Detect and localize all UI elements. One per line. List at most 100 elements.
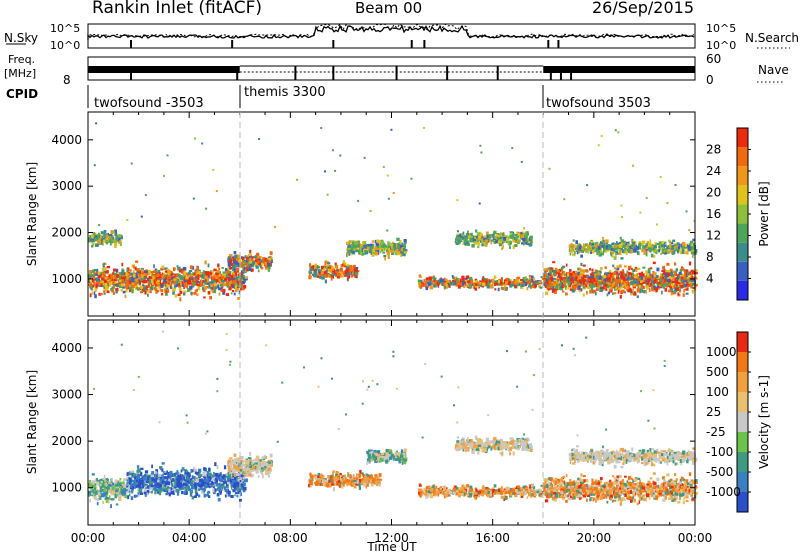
power-echo-cell <box>88 277 90 282</box>
power-echo-cell <box>91 277 95 280</box>
power-colorbar-label: 8 <box>706 250 714 264</box>
power-echo-cell <box>103 267 107 271</box>
power-echo-cell <box>688 229 691 232</box>
power-echo-cell <box>597 272 600 276</box>
power-echo-cell <box>640 280 643 283</box>
power-echo-cell <box>591 283 594 286</box>
power-echo-cell <box>147 281 150 285</box>
power-echo-cell <box>224 277 227 281</box>
power-echo-cell <box>321 265 324 270</box>
power-echo-cell <box>395 248 399 252</box>
power-echo-cell <box>617 276 620 280</box>
power-echo-cell <box>626 276 630 279</box>
power-echo-cell <box>634 274 638 277</box>
power-echo-cell <box>457 283 462 287</box>
power-echo-cell <box>658 281 662 285</box>
power-echo-cell <box>623 249 626 254</box>
power-echo-cell <box>662 241 664 245</box>
power-echo-cell <box>670 274 674 278</box>
power-echo-cell <box>640 276 644 280</box>
power-echo-cell <box>649 277 651 281</box>
power-echo-cell <box>93 268 98 271</box>
power-echo-cell <box>142 271 145 275</box>
power-echo-cell <box>390 249 394 253</box>
power-echo-cell <box>112 276 115 279</box>
power-echo-cell <box>166 154 169 157</box>
velocity-echo-cell <box>91 480 96 484</box>
velocity-echo-cell <box>96 481 100 486</box>
power-echo-cell <box>203 271 207 275</box>
power-echo-cell <box>173 284 178 288</box>
velocity-echo-cell <box>107 486 110 490</box>
power-echo-cell <box>479 282 483 286</box>
power-echo-cell <box>562 265 566 268</box>
power-echo-cell <box>234 261 238 265</box>
power-echo-cell <box>328 264 331 267</box>
power-echo-cell <box>620 280 623 283</box>
power-echo-cell <box>191 272 194 275</box>
velocity-echo-cell <box>99 484 104 488</box>
power-echo-cell <box>179 277 183 281</box>
power-echo-cell <box>207 291 211 295</box>
velocity-echo-cell <box>96 498 100 501</box>
power-echo-cell <box>620 286 624 289</box>
power-echo-cell <box>212 286 215 289</box>
power-echo-cell <box>152 278 156 283</box>
power-echo-cell <box>689 274 692 278</box>
velocity-echo-cell <box>173 472 177 476</box>
power-echo-cell <box>247 257 250 261</box>
power-echo-cell <box>646 241 649 244</box>
power-echo-cell <box>346 268 350 273</box>
power-echo-cell <box>189 273 194 277</box>
power-echo-cell <box>669 286 673 289</box>
power-echo-cell <box>97 232 100 236</box>
velocity-echo-cell <box>112 488 115 493</box>
power-echo-cell <box>392 192 395 194</box>
power-echo-cell <box>395 244 398 248</box>
power-echo-cell <box>577 285 581 288</box>
power-echo-cell <box>636 273 639 276</box>
power-echo-cell <box>130 287 134 291</box>
velocity-echo-cell <box>185 490 188 495</box>
power-echo-cell <box>545 275 549 279</box>
power-echo-cell <box>107 236 111 239</box>
power-echo-cell <box>88 239 91 243</box>
power-echo-cell <box>186 283 189 287</box>
power-echo-cell <box>579 267 582 271</box>
freq-strip: Freq. [MHz] 8 60 0 Nave <box>4 52 789 87</box>
power-echo-cell <box>237 297 241 300</box>
power-echo-cell <box>167 273 170 277</box>
power-echo-cell <box>687 277 692 280</box>
power-echo-cell <box>189 276 193 279</box>
velocity-echo-cell <box>108 486 112 491</box>
power-echo-cell <box>93 164 96 167</box>
power-echo-cell <box>429 280 432 283</box>
power-echo-cell <box>228 273 231 276</box>
velocity-echo-cell <box>122 487 126 492</box>
power-echo-cell <box>342 263 344 267</box>
power-echo-cell <box>319 269 322 274</box>
power-echo-cell <box>233 251 237 255</box>
velocity-echo-cell <box>88 492 91 496</box>
power-echo-cell <box>673 291 677 295</box>
power-echo-cell <box>505 281 508 285</box>
power-echo-cell <box>582 281 585 285</box>
power-echo-cell <box>679 250 683 255</box>
power-echo-cell <box>180 276 185 280</box>
power-echo-cell <box>91 244 94 248</box>
power-echo-cell <box>664 278 666 282</box>
power-echo-cell <box>91 284 95 288</box>
power-echo-cell <box>656 223 658 226</box>
power-echo-cell <box>133 273 136 278</box>
power-echo-cell <box>598 270 602 274</box>
power-echo-cell <box>638 279 641 283</box>
power-echo-cell <box>512 239 515 243</box>
power-echo-cell <box>647 281 649 285</box>
power-echo-cell <box>206 271 210 276</box>
power-echo-cell <box>321 277 325 280</box>
power-echo-cell <box>659 276 662 279</box>
power-echo-cell <box>505 277 509 282</box>
power-echo-cell <box>177 293 181 297</box>
power-echo-cell <box>95 272 99 275</box>
power-echo-cell <box>612 264 615 268</box>
